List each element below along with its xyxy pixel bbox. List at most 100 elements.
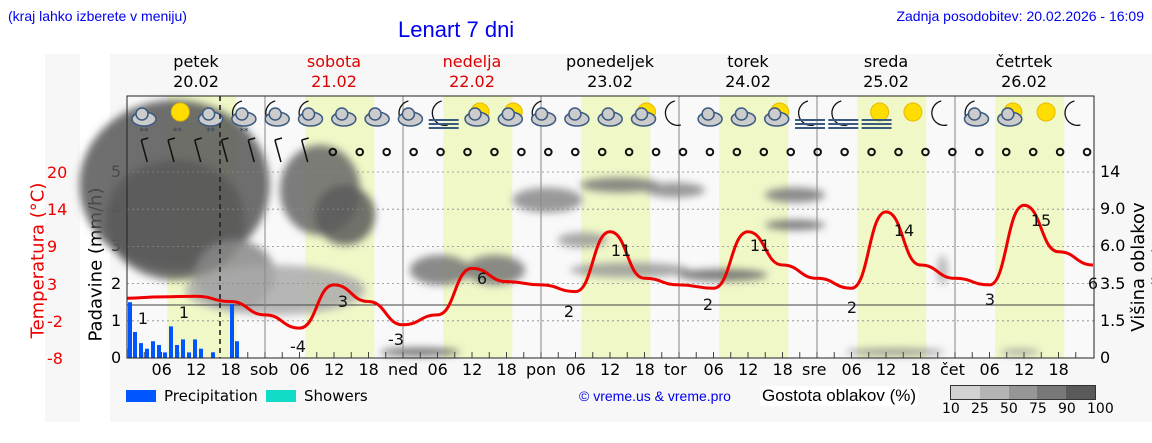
cloud-tick: 0 xyxy=(1100,348,1111,367)
night-icon xyxy=(931,100,948,127)
night-cloud-icon xyxy=(397,100,424,127)
x-tick: tor xyxy=(664,360,687,379)
cloud-tick: 3.5 xyxy=(1100,273,1126,293)
x-tick: 06 xyxy=(979,360,1000,379)
x-tick: 06 xyxy=(841,360,862,379)
svg-text:2: 2 xyxy=(847,298,857,317)
fog-sun-icon xyxy=(861,102,892,129)
density-tick: 10 xyxy=(942,401,960,417)
svg-text:11: 11 xyxy=(611,241,631,260)
svg-text:2: 2 xyxy=(564,302,574,321)
density-tick: 75 xyxy=(1029,401,1047,417)
night-icon xyxy=(1064,100,1081,127)
partly-sunny-icon xyxy=(464,102,490,127)
last-update: Zadnja posodobitev: 20.02.2026 - 16:09 xyxy=(896,8,1144,24)
x-tick: 18 xyxy=(772,360,793,379)
night-cloud-icon xyxy=(963,100,990,127)
density-tick: 25 xyxy=(971,401,989,417)
cloud-tick: 9.0 xyxy=(1100,199,1126,219)
x-tick: 12 xyxy=(1014,360,1035,379)
day-label: ponedeljek 23.02 xyxy=(566,52,654,91)
x-tick: 18 xyxy=(220,360,241,379)
fog-night-icon xyxy=(795,100,825,129)
precip-tick: 2 xyxy=(111,273,122,293)
partly-sunny-icon xyxy=(997,102,1023,127)
temp-tick: -8 xyxy=(47,349,63,368)
cloud-icon xyxy=(564,107,590,127)
x-tick: 12 xyxy=(738,360,759,379)
svg-text:11: 11 xyxy=(750,236,770,255)
temp-tick: 20 xyxy=(47,163,68,182)
x-tick: sob xyxy=(250,360,279,379)
x-tick: 12 xyxy=(876,360,897,379)
day-label: sobota 21.02 xyxy=(306,52,362,91)
x-tick: 18 xyxy=(634,360,655,379)
cloud-density-scale xyxy=(950,385,1096,400)
density-tick: 100 xyxy=(1087,401,1114,417)
day-label: nedelja 22.02 xyxy=(442,52,502,91)
x-tick: 12 xyxy=(600,360,621,379)
night-cloud-icon xyxy=(530,100,557,127)
x-tick: 18 xyxy=(496,360,517,379)
svg-text:-4: -4 xyxy=(290,337,306,356)
night-icon xyxy=(664,100,681,127)
partly-sunny-snow-icon: ** xyxy=(170,102,190,137)
page-title: Lenart 7 dni xyxy=(398,17,515,42)
cloud-icon xyxy=(331,107,357,127)
fog-night-icon xyxy=(828,100,859,129)
x-tick: 06 xyxy=(565,360,586,379)
cloud-tick: 14 xyxy=(1100,162,1121,181)
day-label: sreda 25.02 xyxy=(863,52,909,91)
x-tick: sre xyxy=(802,360,827,379)
svg-text:**: ** xyxy=(239,127,249,137)
precipitation-swatch xyxy=(126,390,156,402)
svg-text:3: 3 xyxy=(985,290,995,309)
showers-swatch xyxy=(266,390,296,402)
region-menu-hint[interactable]: (kraj lahko izberete v meniju) xyxy=(8,8,187,24)
x-tick: 06 xyxy=(427,360,448,379)
cloud-icon xyxy=(597,107,623,127)
svg-text:**: ** xyxy=(173,127,183,137)
svg-text:1: 1 xyxy=(179,303,189,322)
sun-icon xyxy=(1036,102,1056,122)
svg-text:**: ** xyxy=(206,127,216,137)
partly-sunny-icon xyxy=(763,102,790,127)
svg-text:**: ** xyxy=(140,127,150,137)
svg-text:6: 6 xyxy=(1088,274,1098,293)
sun-icon xyxy=(903,102,923,122)
partly-sunny-icon xyxy=(630,102,657,127)
density-tick: 90 xyxy=(1058,401,1076,417)
svg-text:6: 6 xyxy=(477,269,487,288)
svg-text:14: 14 xyxy=(894,221,914,240)
x-tick: 12 xyxy=(186,360,207,379)
svg-text:3: 3 xyxy=(338,292,348,311)
cloud-tick: 1.5 xyxy=(1100,310,1126,330)
fog-night-icon xyxy=(428,100,459,129)
cloud-snow-icon: ** xyxy=(197,107,224,137)
cloud-icon xyxy=(730,107,757,127)
x-tick: 12 xyxy=(462,360,483,379)
legend-showers-label: Showers xyxy=(304,387,368,405)
svg-text:1: 1 xyxy=(138,309,148,328)
density-tick: 50 xyxy=(1000,401,1018,417)
legend-showers: Showers xyxy=(266,387,368,405)
cloud-icon xyxy=(364,107,390,127)
legend-precipitation: Precipitation xyxy=(126,387,258,405)
copyright-link[interactable]: © vreme.us & vreme.pro xyxy=(579,388,731,404)
x-tick: pon xyxy=(526,360,557,379)
night-cloud-snow-icon: ** xyxy=(231,100,257,137)
x-tick: 18 xyxy=(358,360,379,379)
x-tick: 06 xyxy=(289,360,310,379)
x-tick: 12 xyxy=(324,360,345,379)
temp-tick: 3 xyxy=(47,274,58,294)
temp-axis-panel xyxy=(45,54,80,422)
cloud-tick: 6.0 xyxy=(1100,236,1126,256)
cloud-density-label: Gostota oblakov (%) xyxy=(760,386,919,406)
cloud-snow-icon: ** xyxy=(131,107,157,137)
x-tick: 18 xyxy=(910,360,931,379)
day-label: četrtek 26.02 xyxy=(995,52,1053,91)
svg-text:2: 2 xyxy=(703,295,713,314)
x-tick: 18 xyxy=(1048,360,1069,379)
x-tick: 06 xyxy=(703,360,724,379)
